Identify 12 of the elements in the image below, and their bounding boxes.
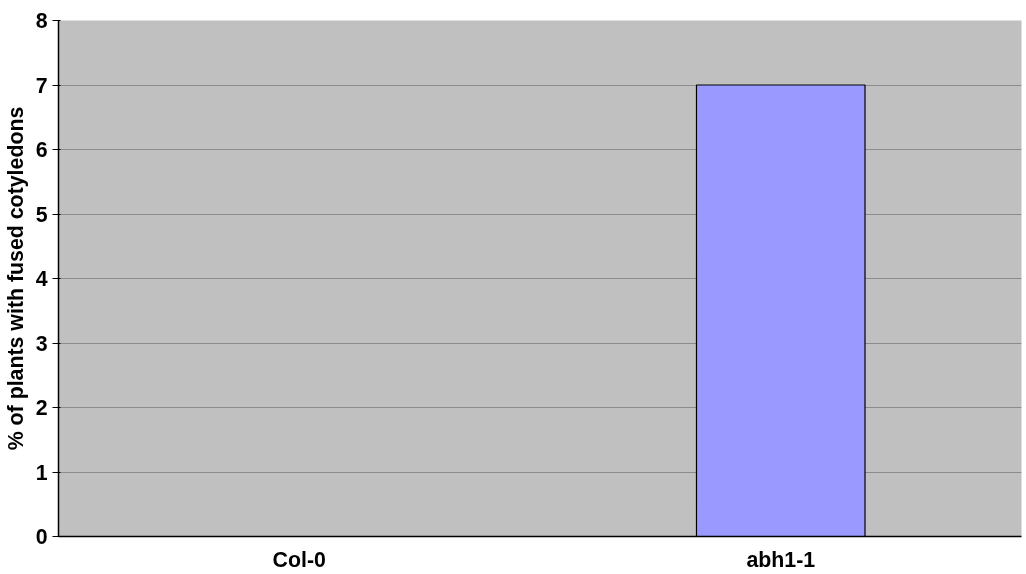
y-tick-label: 6 [35, 138, 48, 162]
x-tick-label: abh1-1 [746, 547, 816, 572]
y-tick-label: 8 [35, 9, 48, 33]
y-tick-label: 4 [35, 267, 48, 291]
y-tick-label: 2 [35, 396, 48, 420]
y-tick-label: 5 [35, 202, 48, 227]
y-tick-label: 0 [35, 525, 48, 549]
y-tick-label: 7 [35, 73, 48, 98]
y-axis-title: % of plants with fused cotyledons [3, 106, 28, 451]
y-tick-label: 3 [35, 331, 48, 356]
y-tick-label: 1 [35, 460, 48, 485]
x-tick-label: Col-0 [272, 547, 326, 572]
